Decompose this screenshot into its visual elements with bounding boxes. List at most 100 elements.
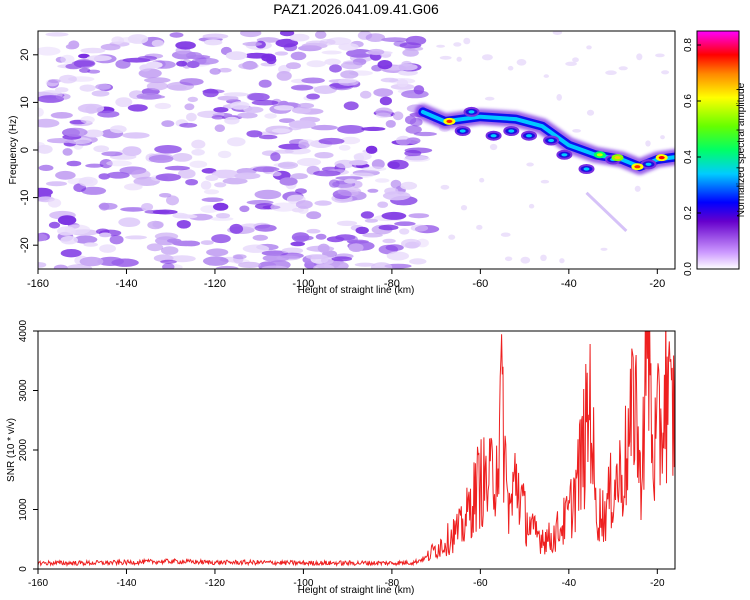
noise-blob [101,151,123,157]
noise-blob [572,129,581,133]
noise-blob [83,242,98,247]
signal-blob-core [561,153,568,157]
x-tick-label: -100 [293,578,313,589]
noise-blob [95,83,111,90]
noise-blob [586,45,592,50]
noise-blob [240,31,262,38]
y-tick-label: 1000 [18,498,29,521]
noise-blob [45,32,69,37]
noise-blob [273,105,294,111]
noise-blob [381,211,407,220]
noise-blob [481,54,493,61]
noise-blob [365,145,378,154]
noise-blob [211,115,225,120]
noise-blob [344,178,358,184]
noise-blob [161,120,175,127]
noise-blob [394,221,416,226]
noise-blob [516,59,527,66]
noise-blob [141,203,154,211]
noise-blob [436,44,445,48]
noise-blob [636,53,643,61]
noise-blob [238,261,261,268]
noise-blob [146,81,168,91]
noise-blob [405,137,421,144]
noise-blob [215,213,231,219]
noise-blob [279,31,295,37]
noise-blob [99,232,112,238]
noise-blob [65,264,93,269]
y-tick-label: 0 [18,566,29,572]
noise-blob [97,110,120,118]
noise-blob [203,256,229,266]
noise-blob [62,148,73,156]
noise-blob [38,46,61,56]
noise-blob [203,189,220,195]
noise-blob [326,236,345,243]
y-tick-label: -20 [19,237,31,253]
noise-blob [176,60,188,67]
y-tick-label: 3000 [18,379,29,402]
noise-blob [136,93,162,100]
noise-blob [288,120,316,129]
noise-blob [254,203,275,210]
noise-blob [346,49,374,58]
noise-blob [109,235,124,245]
noise-blob [261,265,288,269]
noise-blob [315,233,327,240]
noise-blob [211,234,231,244]
noise-blob [64,224,91,235]
noise-blob [271,128,291,133]
noise-blob [552,31,563,35]
noise-blob [565,61,577,66]
noise-blob [151,39,164,47]
noise-blob [81,186,107,195]
noise-blob [439,55,452,60]
noise-blob [361,166,387,172]
noise-blob [66,160,82,167]
noise-blob [237,112,258,119]
noise-blob [106,160,132,167]
noise-blob [85,163,104,168]
noise-blob [80,47,106,54]
snr-line [38,331,675,567]
noise-blob [109,125,127,134]
y-tick-label: 20 [19,49,31,61]
noise-blob [600,247,608,251]
noise-blob [124,183,143,191]
noise-blob [175,41,196,50]
noise-blob [191,149,205,156]
x-tick-label: -120 [204,278,226,290]
noise-blob [409,258,427,265]
noise-blob [273,149,294,154]
noise-blob [125,235,147,240]
noise-blob [225,51,248,60]
noise-blob [340,70,359,79]
noise-blob [172,153,193,162]
noise-blob [275,38,299,48]
noise-blob [210,216,234,221]
noise-blob [306,93,320,100]
noise-blob [38,144,53,154]
noise-blob [154,232,179,241]
bottom-y-label: SNR (10 * v/v) [6,418,17,482]
noise-blob [306,211,322,220]
noise-blob [168,255,196,263]
noise-blob [55,93,71,100]
x-tick-label: -160 [27,278,49,290]
noise-blob [100,43,121,51]
noise-blob [313,170,341,177]
noise-blob [315,31,327,39]
noise-blob [38,262,47,268]
bottom-y-axis: 0 1000 2000 3000 4000 [18,319,38,572]
noise-blob [258,79,272,88]
x-tick-label: -20 [649,278,665,290]
noise-blob [314,152,334,159]
noise-blob [321,50,342,55]
noise-blob [60,249,82,258]
noise-blob [83,129,104,138]
noise-blob [276,71,292,81]
noise-blob [305,254,328,260]
noise-blob [38,107,44,117]
